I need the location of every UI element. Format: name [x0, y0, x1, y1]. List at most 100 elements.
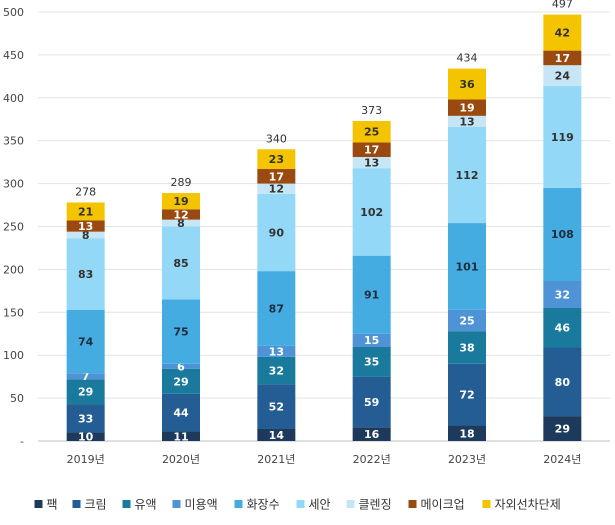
data-label: 25 [364, 126, 379, 139]
bar-segment [352, 142, 391, 158]
data-label: 12 [173, 208, 188, 221]
x-tick-label: 2021년 [257, 453, 295, 466]
data-label: 12 [269, 183, 284, 196]
bar-segment [543, 187, 582, 281]
data-label: 29 [78, 386, 93, 399]
data-label: 25 [459, 314, 474, 327]
x-tick-label: 2020년 [162, 453, 200, 466]
bar-segment [352, 333, 391, 347]
bar-segment [257, 428, 296, 441]
data-label: 10 [78, 431, 94, 444]
data-label: 46 [555, 322, 571, 335]
data-label: 59 [364, 396, 379, 409]
data-label: 80 [555, 376, 571, 389]
bar-segment [162, 226, 200, 300]
data-label: 14 [269, 429, 285, 442]
total-label: 278 [75, 185, 96, 198]
data-label: 13 [459, 115, 474, 128]
bar-segment [162, 363, 200, 369]
bar-segment [162, 209, 200, 220]
y-tick-label: 300 [3, 178, 24, 191]
data-label: 13 [78, 220, 93, 233]
data-label: 87 [269, 302, 284, 315]
data-label: 29 [173, 375, 188, 388]
y-tick-label: 400 [3, 92, 24, 105]
total-label: 340 [266, 132, 287, 145]
data-label: 74 [78, 335, 94, 348]
legend-label: 크림 [85, 498, 107, 512]
data-label: 83 [78, 268, 93, 281]
legend-label: 팩 [47, 498, 58, 512]
bar-segment [66, 231, 105, 239]
data-label: 72 [459, 389, 474, 402]
y-tick-label: 500 [3, 6, 24, 19]
data-label: 85 [173, 257, 188, 270]
bar-segment [66, 404, 105, 433]
y-tick-label: 250 [3, 221, 24, 234]
bar-segment [257, 193, 296, 272]
bar-segment [162, 193, 200, 210]
data-label: 8 [82, 229, 90, 242]
legend-label: 세안 [309, 498, 331, 512]
data-label: 102 [360, 206, 383, 219]
data-label: 90 [269, 227, 285, 240]
legend-swatch [346, 500, 355, 508]
data-label: 91 [364, 289, 379, 302]
x-tick-label: 2024년 [543, 453, 581, 466]
data-label: 23 [269, 153, 284, 166]
total-label: 434 [457, 52, 478, 65]
bar-segment [448, 68, 486, 100]
data-label: 29 [555, 423, 570, 436]
bar-segment [543, 85, 582, 188]
bar-segment [543, 65, 582, 86]
data-label: 21 [78, 205, 93, 218]
bar-segment [162, 219, 200, 227]
data-label: 101 [456, 260, 479, 273]
data-label: 17 [555, 52, 570, 65]
bar-segment [448, 126, 486, 224]
legend-swatch [296, 500, 305, 508]
bar-segment [352, 376, 391, 428]
legend-swatch [408, 500, 417, 508]
legend-label: 미용액 [185, 498, 218, 512]
bar-segment [162, 299, 200, 364]
x-tick-label: 2022년 [353, 453, 391, 466]
legend-label: 유액 [135, 498, 157, 512]
y-tick-label: 50 [10, 392, 24, 405]
x-tick-label: 2023년 [448, 453, 486, 466]
data-label: 35 [364, 356, 379, 369]
bar-segment [352, 168, 391, 256]
data-label: 7 [82, 370, 90, 383]
bar-segment [448, 115, 486, 127]
bar-segment [162, 393, 200, 432]
data-label: 15 [364, 334, 379, 347]
bar-segment [66, 202, 105, 221]
bar-segment [352, 255, 391, 334]
data-label: 24 [555, 69, 571, 82]
bar-segment [543, 308, 582, 348]
bar-segment [448, 363, 486, 426]
bar-segment [162, 368, 200, 394]
data-label: 33 [78, 412, 93, 425]
bar-segment [66, 309, 105, 374]
bar-segment [448, 99, 486, 116]
bar-segment [543, 14, 582, 51]
data-label: 38 [459, 341, 474, 354]
x-tick-label: 2019년 [67, 453, 105, 466]
legend-swatch [72, 500, 81, 508]
bar-segment [257, 183, 296, 194]
total-label: 497 [552, 0, 573, 11]
bar-segment [352, 427, 391, 441]
bar-segment [352, 157, 391, 169]
bar-segment [66, 432, 105, 441]
bar-segment [66, 373, 105, 380]
bar-segment [543, 280, 582, 309]
bar-segment [352, 120, 391, 143]
data-label: 112 [456, 169, 479, 182]
legend-swatch [172, 500, 181, 508]
bar-segment [162, 431, 200, 441]
legend-swatch [34, 500, 43, 508]
bar-segment [543, 347, 582, 417]
